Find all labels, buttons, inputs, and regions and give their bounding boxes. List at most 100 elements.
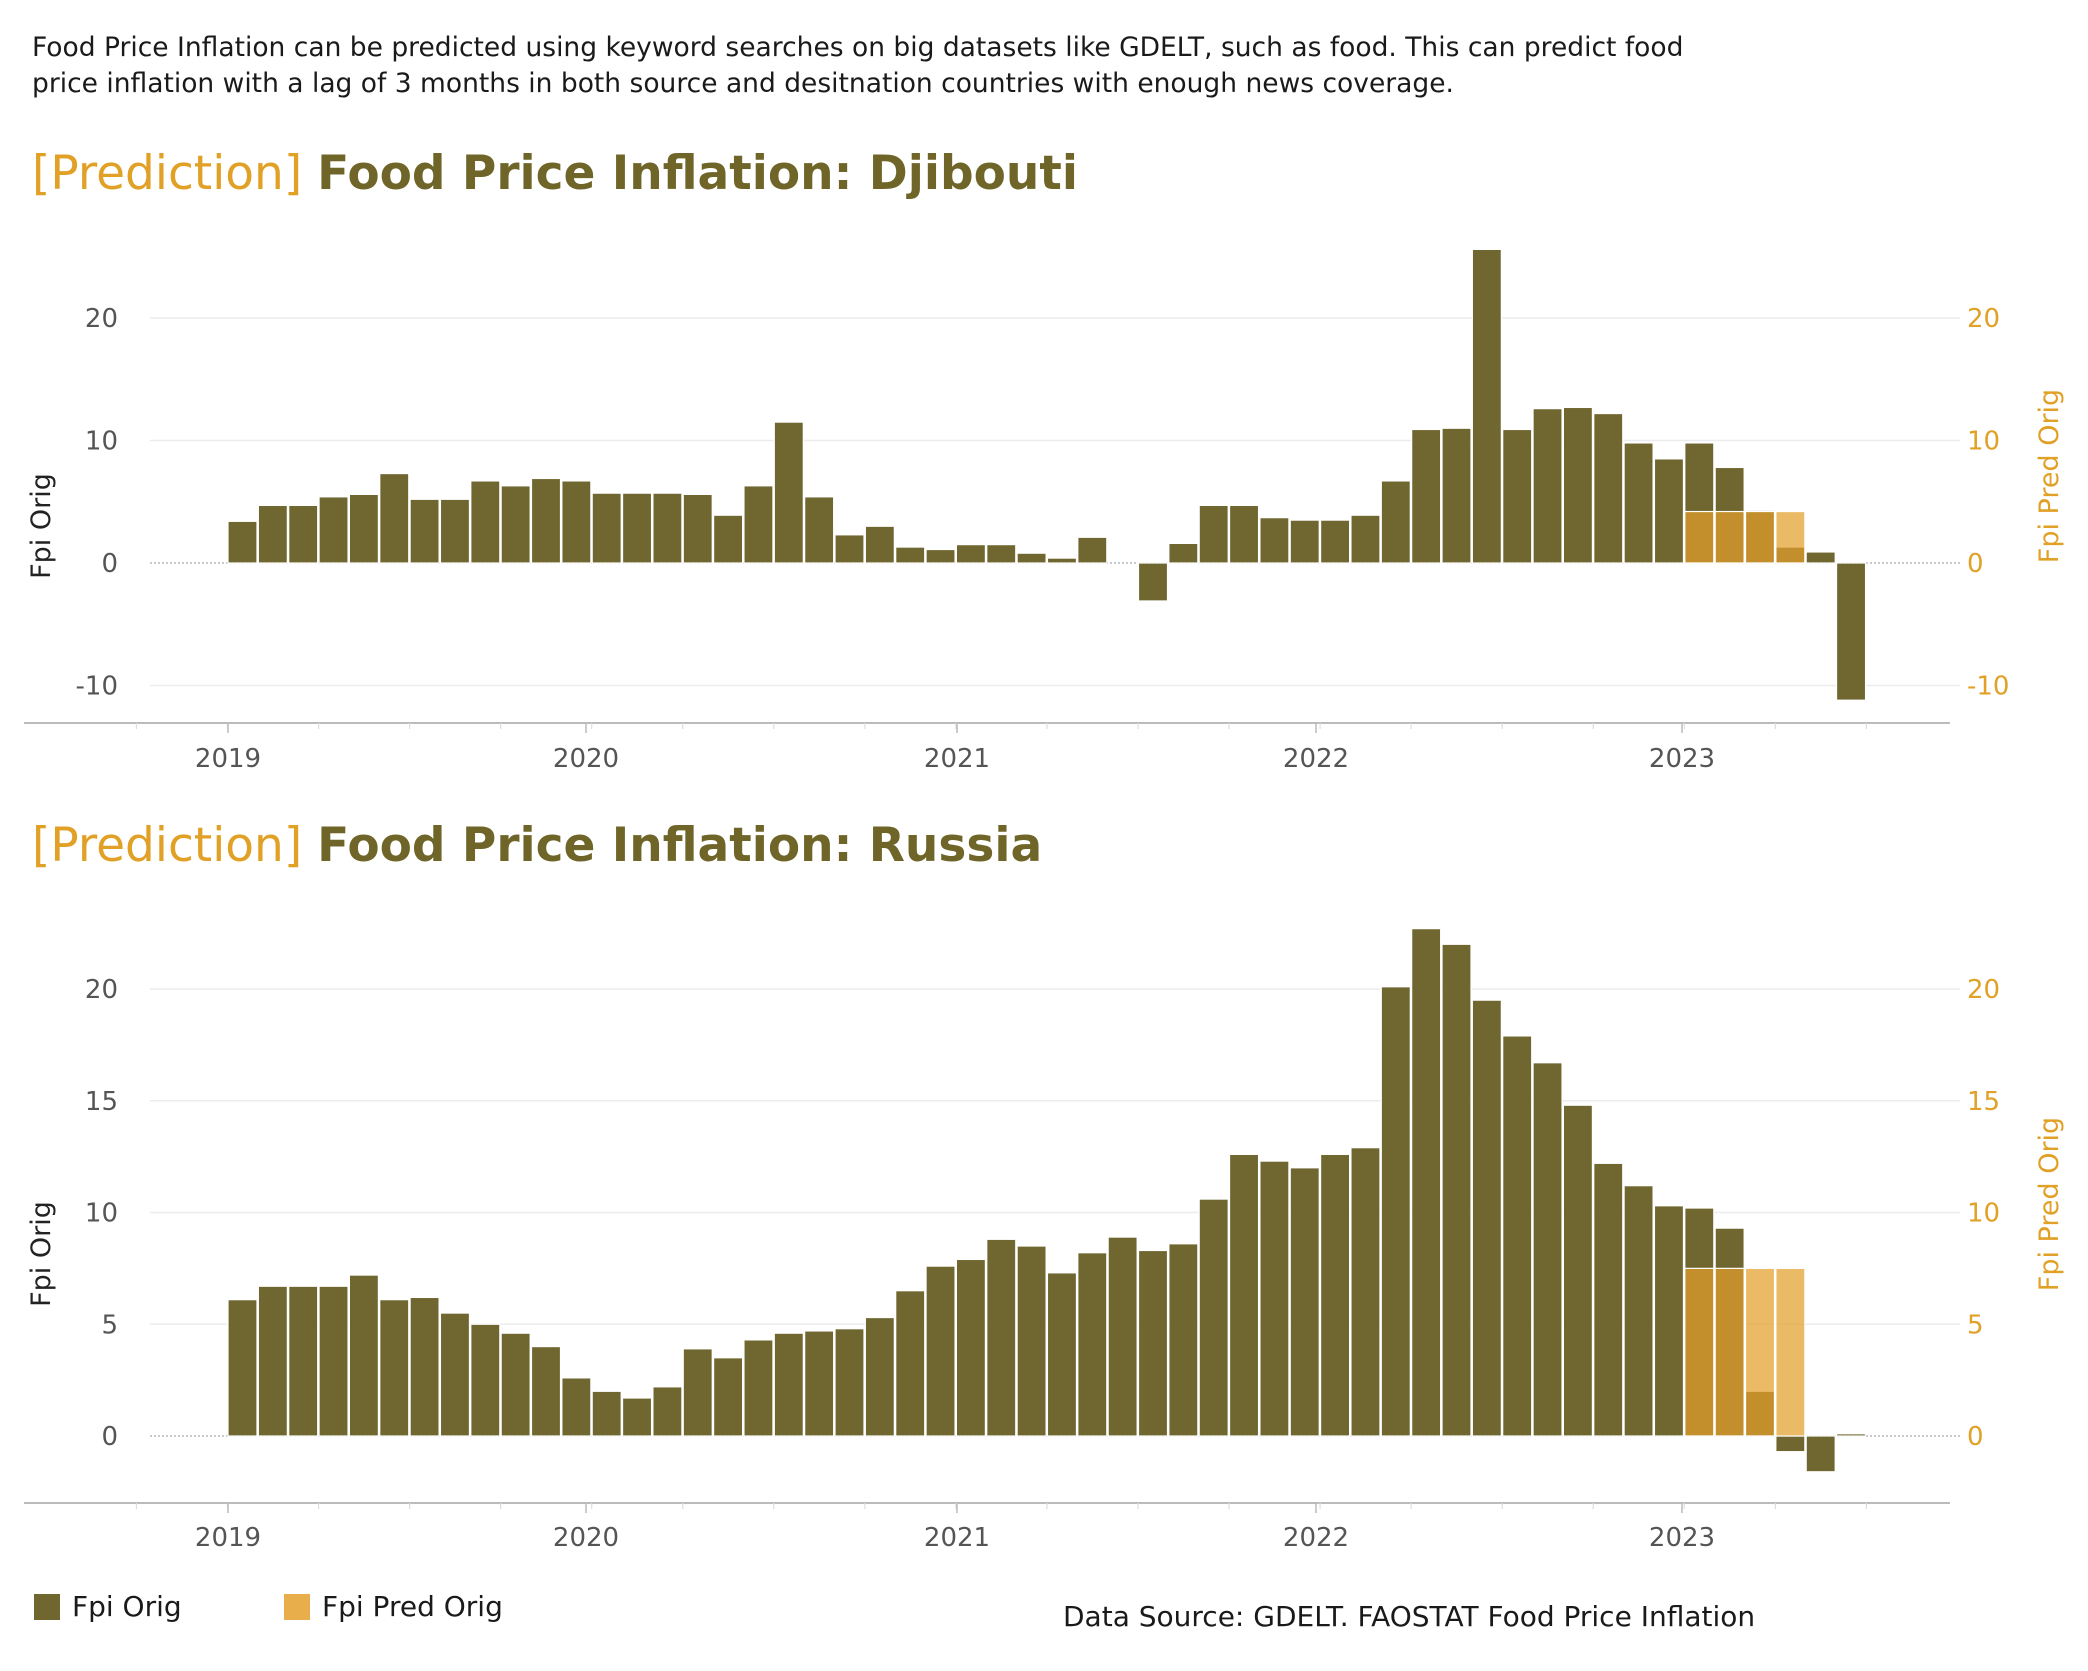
- bar-fpi-orig: [500, 1332, 531, 1437]
- y-tick-label-left: 0: [101, 549, 118, 579]
- bar-fpi-orig: [561, 1377, 592, 1437]
- bar-fpi-orig: [955, 1258, 987, 1437]
- bar-fpi-orig: [227, 520, 258, 564]
- y-axis-label-right: Fpi Pred Orig: [2034, 389, 2065, 563]
- bar-fpi-pred-orig: [1744, 510, 1776, 564]
- bar-fpi-orig: [1835, 562, 1867, 701]
- bar-fpi-orig: [773, 1332, 804, 1437]
- bar-fpi-orig: [895, 1290, 926, 1437]
- bar-fpi-orig: [1562, 406, 1594, 564]
- bar-fpi-orig: [804, 1330, 835, 1437]
- data-source: Data Source: GDELT. FAOSTAT Food Price I…: [1063, 1600, 1756, 1633]
- y-tick-label-right: 15: [1967, 1087, 2000, 1117]
- bar-fpi-orig: [288, 504, 319, 564]
- y-axis-label-right: Fpi Pred Orig: [2034, 1117, 2065, 1291]
- x-tick-label: 2021: [924, 744, 990, 774]
- bar-fpi-orig: [1016, 1245, 1047, 1437]
- chart-title-djibouti: [Prediction] Food Price Inflation: Djibo…: [32, 146, 1078, 201]
- bar-fpi-pred-orig: [1775, 510, 1806, 564]
- bar-fpi-orig: [1228, 504, 1260, 564]
- bar-fpi-orig: [530, 477, 562, 564]
- bar-fpi-orig: [1623, 1185, 1654, 1437]
- y-tick-label-right: 0: [1967, 549, 1984, 579]
- x-tick-label: 2019: [195, 744, 261, 774]
- title-main: Food Price Inflation: Djibouti: [317, 146, 1078, 201]
- bar-fpi-orig: [530, 1345, 562, 1437]
- bar-fpi-orig: [1805, 551, 1836, 564]
- bar-fpi-orig: [955, 544, 987, 564]
- bar-fpi-orig: [1168, 1243, 1199, 1437]
- bar-fpi-orig: [743, 485, 774, 564]
- y-tick-label-right: 10: [1967, 427, 2000, 457]
- bar-fpi-orig: [348, 493, 379, 564]
- bar-fpi-orig: [1168, 542, 1199, 564]
- bar-fpi-orig: [712, 1357, 744, 1437]
- bar-fpi-orig: [318, 1285, 349, 1437]
- bar-fpi-orig: [1562, 1104, 1594, 1437]
- bar-fpi-orig: [470, 1323, 501, 1437]
- bar-fpi-orig: [1107, 1236, 1138, 1437]
- bar-fpi-orig: [379, 1299, 410, 1437]
- bar-fpi-orig: [1016, 552, 1047, 564]
- bar-fpi-orig: [379, 472, 410, 564]
- y-tick-label-right: 0: [1967, 1422, 1984, 1452]
- x-tick-label: 2020: [553, 1523, 619, 1553]
- bar-fpi-orig: [1046, 557, 1078, 564]
- bar-fpi-orig: [1835, 1433, 1867, 1437]
- x-tick-label: 2023: [1649, 744, 1715, 774]
- bar-fpi-orig: [1228, 1153, 1260, 1437]
- bar-fpi-orig: [712, 514, 744, 564]
- legend-label-pred: Fpi Pred Orig: [322, 1590, 503, 1623]
- bar-fpi-orig: [773, 421, 804, 564]
- bar-fpi-orig: [1380, 986, 1411, 1437]
- bar-fpi-orig: [257, 504, 288, 564]
- bar-fpi-orig: [1198, 504, 1229, 564]
- bar-fpi-orig: [227, 1299, 258, 1437]
- bar-fpi-orig: [743, 1339, 774, 1437]
- bar-fpi-orig: [348, 1274, 379, 1437]
- bar-fpi-orig: [804, 496, 835, 564]
- x-tick-label: 2022: [1283, 744, 1349, 774]
- y-axis-label-left: Fpi Orig: [26, 473, 57, 579]
- y-tick-label-right: 10: [1967, 1199, 2000, 1229]
- legend-label-orig: Fpi Orig: [72, 1590, 182, 1623]
- bar-fpi-orig: [1350, 1147, 1381, 1437]
- bar-fpi-orig: [621, 492, 653, 564]
- bar-fpi-orig: [1441, 427, 1472, 564]
- title-main: Food Price Inflation: Russia: [317, 818, 1043, 873]
- bar-fpi-orig: [1532, 408, 1563, 564]
- y-tick-label-right: 5: [1967, 1310, 1984, 1340]
- bar-fpi-orig: [591, 492, 622, 564]
- bar-fpi-orig: [1411, 428, 1442, 564]
- bar-fpi-orig: [682, 1348, 713, 1437]
- bar-fpi-orig: [1441, 943, 1472, 1437]
- intro-text: Food Price Inflation can be predicted us…: [32, 32, 1684, 99]
- legend-item-fpi-pred-orig[interactable]: Fpi Pred Orig: [284, 1590, 503, 1623]
- bar-fpi-orig: [1471, 248, 1502, 564]
- legend-swatch-pred: [284, 1593, 310, 1620]
- bar-fpi-orig: [1380, 480, 1411, 564]
- bar-fpi-orig: [925, 1265, 956, 1437]
- bar-fpi-orig: [1471, 999, 1502, 1437]
- bar-fpi-orig: [925, 548, 956, 564]
- bar-fpi-orig: [1198, 1198, 1229, 1437]
- x-tick-label: 2022: [1283, 1523, 1349, 1553]
- y-tick-label-left: 0: [101, 1422, 118, 1452]
- bar-fpi-orig: [1502, 428, 1533, 564]
- x-tick-label: 2023: [1649, 1523, 1715, 1553]
- bar-fpi-orig: [1137, 562, 1169, 602]
- title-prefix: [Prediction]: [32, 818, 303, 873]
- bar-fpi-orig: [1532, 1062, 1563, 1437]
- bar-fpi-orig: [1593, 1162, 1624, 1437]
- bar-fpi-orig: [1411, 928, 1442, 1437]
- bar-fpi-pred-orig: [1714, 510, 1745, 564]
- y-tick-label-right: -10: [1967, 672, 2009, 702]
- bar-fpi-orig: [591, 1390, 622, 1437]
- bar-fpi-orig: [1319, 1153, 1351, 1437]
- bar-fpi-orig: [288, 1285, 319, 1437]
- bar-fpi-orig: [561, 480, 592, 564]
- bar-fpi-orig: [986, 544, 1017, 564]
- legend-item-fpi-orig[interactable]: Fpi Orig: [34, 1590, 182, 1623]
